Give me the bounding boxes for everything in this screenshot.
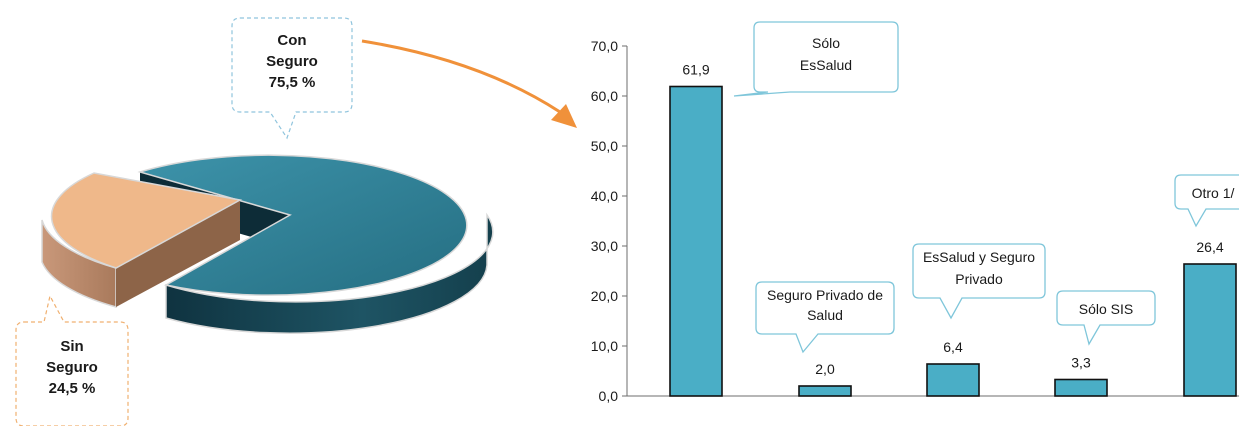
category-label: EsSalud — [800, 57, 852, 73]
y-tick-label: 0,0 — [599, 388, 619, 404]
bar-value-label: 3,3 — [1071, 355, 1091, 371]
connector-arrow — [361, 39, 577, 128]
category-label: Sólo SIS — [1079, 301, 1133, 317]
bar — [926, 363, 980, 397]
bar — [669, 85, 723, 397]
bar-value-label: 2,0 — [815, 361, 835, 377]
pie-label-sin-seguro: 24,5 % — [49, 380, 96, 397]
category-callout — [912, 243, 1046, 320]
category-label: Seguro Privado de — [767, 287, 883, 303]
y-tick-label: 20,0 — [591, 288, 618, 304]
pie-label-sin-seguro: Seguro — [46, 359, 98, 376]
y-tick-label: 40,0 — [591, 188, 618, 204]
pie-label-con-seguro: Con — [277, 32, 306, 49]
pie-slice-con-seguro — [137, 154, 468, 296]
pie-slice-sin-seguro-inner-wall — [116, 200, 240, 307]
y-tick-label: 70,0 — [591, 38, 618, 54]
category-label: EsSalud y Seguro — [923, 249, 1035, 265]
category-label: Otro 1/ — [1192, 185, 1235, 201]
pie-label-con-seguro: 75,5 % — [269, 74, 316, 91]
category-label: Salud — [807, 307, 843, 323]
category-callout — [1056, 290, 1156, 346]
bar — [1054, 378, 1108, 397]
bar-value-label: 26,4 — [1196, 239, 1223, 255]
y-tick-label: 60,0 — [591, 88, 618, 104]
category-callout — [733, 21, 899, 97]
category-callout — [755, 281, 895, 354]
bar — [798, 385, 852, 397]
callout-con-seguro — [231, 17, 353, 140]
y-tick-label: 10,0 — [591, 338, 618, 354]
bar — [1183, 263, 1237, 397]
y-tick-label: 50,0 — [591, 138, 618, 154]
arrow-line — [361, 39, 561, 114]
category-label: Privado — [955, 271, 1003, 287]
arrow-head — [551, 104, 577, 128]
pie-label-sin-seguro: Sin — [60, 338, 83, 355]
pie-chart: Con Seguro 75,5 % Sin Seguro 24,5 % — [15, 17, 494, 426]
y-tick-label: 30,0 — [591, 238, 618, 254]
category-label: Sólo — [812, 35, 840, 51]
pie-label-con-seguro: Seguro — [266, 53, 318, 70]
bar-value-label: 61,9 — [682, 62, 709, 78]
bar-value-label: 6,4 — [943, 339, 963, 355]
callout-sin-seguro — [15, 294, 129, 426]
pie-slice-sin-seguro — [50, 172, 243, 269]
category-callout — [1174, 174, 1239, 228]
bar-chart: 0,0 10,0 20,0 30,0 40,0 50,0 60,0 70,0 61,9 2,0 6,… — [591, 21, 1239, 404]
